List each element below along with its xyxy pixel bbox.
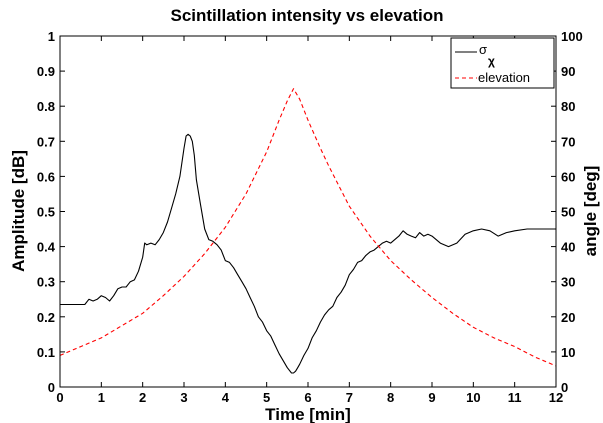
- x-tick-label: 12: [549, 390, 563, 405]
- y-right-tick-label: 90: [561, 64, 575, 79]
- x-tick-label: 2: [139, 390, 146, 405]
- y-right-tick-label: 100: [561, 29, 583, 44]
- legend-box: [450, 37, 555, 89]
- y-right-tick-label: 20: [561, 310, 575, 325]
- y-left-tick-label: 0.8: [37, 99, 55, 114]
- plot-frame: [59, 35, 557, 388]
- y-right-tick-label: 70: [561, 134, 575, 149]
- legend: σχ elevation: [450, 37, 555, 89]
- y-right-tick-label: 40: [561, 240, 575, 255]
- chart-title: Scintillation intensity vs elevation: [170, 6, 443, 25]
- legend-label-sigma-sub: χ: [488, 54, 495, 68]
- y-left-tick-label: 0.6: [37, 169, 55, 184]
- legend-label-elevation: elevation: [478, 70, 530, 85]
- x-tick-label: 10: [466, 390, 480, 405]
- x-tick-label: 5: [263, 390, 270, 405]
- y-left-tick-label: 0.1: [37, 345, 55, 360]
- y-axis-label-right: angle [deg]: [581, 166, 600, 257]
- x-tick-label: 8: [387, 390, 394, 405]
- y-left-tick-label: 0.9: [37, 64, 55, 79]
- y-right-tick-label: 0: [561, 380, 568, 395]
- y-left-tick-label: 1: [48, 29, 55, 44]
- series-line-elevation: [59, 88, 557, 367]
- series-line-sigma: [60, 133, 556, 374]
- y-right-tick-label: 10: [561, 345, 575, 360]
- x-tick-label: 4: [222, 390, 230, 405]
- x-axis-label: Time [min]: [265, 405, 351, 423]
- y-left-tick-label: 0: [48, 380, 55, 395]
- x-tick-label: 9: [428, 390, 435, 405]
- y-left-tick-label: 0.2: [37, 310, 55, 325]
- legend-label-sigma-main: σ: [479, 42, 487, 57]
- x-tick-label: 6: [304, 390, 311, 405]
- y-left-tick-label: 0.4: [37, 240, 56, 255]
- y-right-tick-label: 50: [561, 205, 575, 220]
- x-tick-label: 3: [180, 390, 187, 405]
- y-right-tick-label: 80: [561, 99, 575, 114]
- y-left-tick-label: 0.3: [37, 275, 55, 290]
- x-tick-label: 11: [508, 390, 522, 405]
- x-tick-label: 1: [98, 390, 105, 405]
- y-axis-label-left: Amplitude [dB]: [9, 150, 28, 272]
- x-tick-label: 0: [56, 390, 63, 405]
- legend-label-sigma: σχ: [479, 42, 495, 68]
- x-tick-label: 7: [346, 390, 353, 405]
- y-left-tick-label: 0.5: [37, 205, 55, 220]
- y-right-tick-label: 60: [561, 169, 575, 184]
- y-right-tick-label: 30: [561, 275, 575, 290]
- y-left-tick-label: 0.7: [37, 134, 55, 149]
